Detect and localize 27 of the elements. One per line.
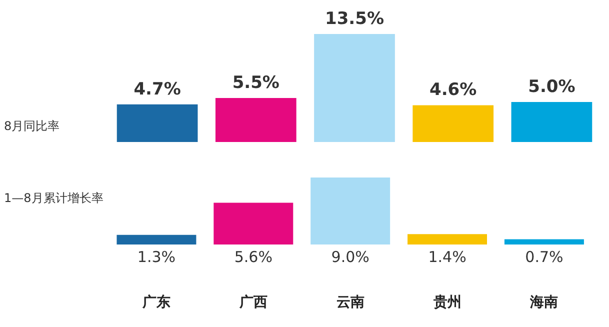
bar: [314, 34, 395, 142]
bar: [214, 202, 294, 244]
bar: [116, 104, 198, 142]
bar: [504, 239, 584, 244]
x-tick-label: 云南: [336, 294, 364, 311]
x-tick-label: 广东: [141, 294, 170, 311]
x-tick-label: 广西: [238, 294, 268, 311]
x-tick-label: 贵州: [432, 294, 462, 311]
data-label: 5.6%: [234, 248, 272, 266]
data-label: 1.4%: [428, 248, 466, 266]
bar: [412, 105, 494, 142]
x-tick-label: 海南: [529, 294, 558, 311]
bar: [511, 102, 592, 142]
data-label: 0.7%: [525, 248, 564, 266]
data-label: 5.5%: [232, 72, 280, 93]
data-label: 4.6%: [430, 80, 477, 100]
data-label: 1.3%: [137, 248, 176, 266]
y-axis-title: 1—8月累计增长率: [4, 190, 104, 207]
data-label: 5.0%: [528, 76, 576, 97]
data-label: 4.7%: [134, 79, 181, 100]
bar: [215, 98, 296, 142]
bar: [310, 177, 390, 244]
data-label: 13.5%: [325, 8, 384, 29]
bar: [116, 234, 196, 244]
y-axis-title: 8月同比率: [4, 118, 61, 135]
data-label: 9.0%: [331, 248, 370, 266]
bar: [408, 234, 488, 244]
